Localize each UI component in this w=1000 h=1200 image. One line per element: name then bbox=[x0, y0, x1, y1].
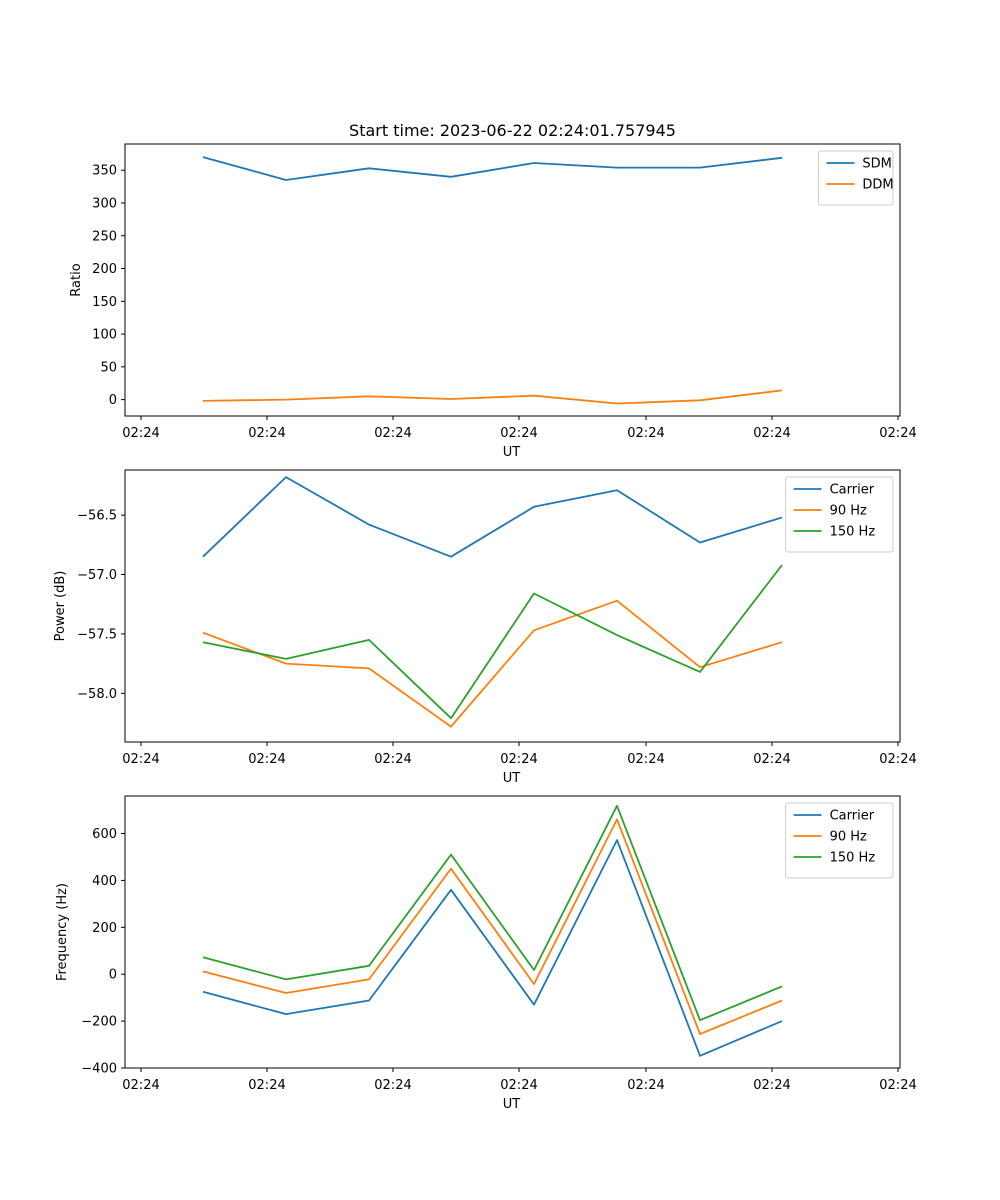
x-tick-label: 02:24 bbox=[753, 1078, 790, 1093]
legend: Carrier 90 Hz 150 Hz bbox=[785, 476, 894, 553]
x-axis-label: UT bbox=[503, 771, 521, 786]
x-tick-label: 02:24 bbox=[879, 752, 916, 767]
y-tick-label: 100 bbox=[92, 328, 117, 343]
y-tick-label: −58.0 bbox=[77, 687, 117, 702]
x-tick-label: 02:24 bbox=[627, 426, 664, 441]
x-tick-label: 02:24 bbox=[248, 426, 285, 441]
x-tick-label: 02:24 bbox=[248, 752, 285, 767]
y-axis-label: Ratio bbox=[69, 263, 84, 296]
x-tick-label: 02:24 bbox=[627, 1078, 664, 1093]
x-axis-label: UT bbox=[503, 445, 521, 460]
x-tick-label: 02:24 bbox=[500, 752, 537, 767]
plot-frame bbox=[124, 795, 901, 1069]
plot-frame bbox=[124, 143, 901, 417]
legend-label: 150 Hz bbox=[830, 525, 876, 540]
y-tick-label: 350 bbox=[92, 164, 117, 179]
series-line-carrier bbox=[202, 476, 783, 558]
y-tick-label: 150 bbox=[92, 295, 117, 310]
legend-label: 90 Hz bbox=[830, 830, 867, 845]
y-tick-label: 0 bbox=[109, 968, 117, 983]
y-tick-label: 250 bbox=[92, 229, 117, 244]
x-axis-label: UT bbox=[503, 1097, 521, 1112]
legend-label: 150 Hz bbox=[830, 851, 876, 866]
legend-label: SDM bbox=[862, 157, 891, 172]
x-tick-label: 02:24 bbox=[753, 426, 790, 441]
subplot-3: 02:24 02:24 02:24 02:24 02:24 02:24 02:24 UT −40… bbox=[55, 795, 917, 1112]
x-axis: 02:24 02:24 02:24 02:24 02:24 02:24 02:24 bbox=[122, 416, 917, 441]
y-tick-label: 400 bbox=[92, 874, 117, 889]
y-axis-label: Frequency (Hz) bbox=[55, 883, 70, 981]
legend-box bbox=[817, 150, 894, 206]
x-tick-label: 02:24 bbox=[122, 1078, 159, 1093]
legend-label: 90 Hz bbox=[830, 504, 867, 519]
x-axis: 02:24 02:24 02:24 02:24 02:24 02:24 02:24 bbox=[122, 1068, 917, 1093]
y-axis: −400 −200 0 200 400 600 bbox=[81, 827, 125, 1077]
legend-label: Carrier bbox=[830, 809, 875, 824]
x-tick-label: 02:24 bbox=[753, 752, 790, 767]
y-tick-label: −200 bbox=[81, 1015, 117, 1030]
y-axis: −58.0 −57.5 −57.0 −56.5 bbox=[77, 509, 125, 702]
y-axis-label: Power (dB) bbox=[53, 571, 68, 642]
x-axis: 02:24 02:24 02:24 02:24 02:24 02:24 02:24 bbox=[122, 742, 917, 767]
y-tick-label: 200 bbox=[92, 262, 117, 277]
x-tick-label: 02:24 bbox=[122, 752, 159, 767]
x-tick-label: 02:24 bbox=[500, 1078, 537, 1093]
chart-title: Start time: 2023-06-22 02:24:01.757945 bbox=[349, 121, 676, 140]
x-tick-label: 02:24 bbox=[627, 752, 664, 767]
x-tick-label: 02:24 bbox=[248, 1078, 285, 1093]
series-line-ddm bbox=[202, 389, 783, 405]
y-tick-label: 50 bbox=[100, 360, 117, 375]
legend-box bbox=[785, 802, 894, 879]
legend-label: DDM bbox=[862, 178, 893, 193]
subplot-2: 02:24 02:24 02:24 02:24 02:24 02:24 02:24 UT −58… bbox=[53, 469, 917, 786]
x-tick-label: 02:24 bbox=[122, 426, 159, 441]
series-line-90-hz bbox=[202, 818, 783, 1035]
y-tick-label: 200 bbox=[92, 921, 117, 936]
y-tick-label: 600 bbox=[92, 827, 117, 842]
series-line-150-hz bbox=[202, 564, 783, 720]
legend: Carrier 90 Hz 150 Hz bbox=[785, 802, 894, 879]
y-tick-label: 300 bbox=[92, 196, 117, 211]
x-tick-label: 02:24 bbox=[374, 1078, 411, 1093]
subplot-1: Start time: 2023-06-22 02:24:01.75794502… bbox=[69, 121, 917, 460]
y-tick-label: 0 bbox=[109, 393, 117, 408]
series-line-90-hz bbox=[202, 599, 783, 728]
y-axis: 0 50 100 150 200 250 300 350 bbox=[92, 164, 125, 408]
legend-label: Carrier bbox=[830, 483, 875, 498]
series-line-carrier bbox=[202, 839, 783, 1057]
y-tick-label: −57.0 bbox=[77, 568, 117, 583]
legend: SDM DDM bbox=[817, 150, 894, 206]
y-tick-label: −57.5 bbox=[77, 627, 117, 642]
y-tick-label: −56.5 bbox=[77, 509, 117, 524]
legend-box bbox=[785, 476, 894, 553]
x-tick-label: 02:24 bbox=[879, 426, 916, 441]
series-line-150-hz bbox=[202, 804, 783, 1022]
x-tick-label: 02:24 bbox=[500, 426, 537, 441]
x-tick-label: 02:24 bbox=[374, 426, 411, 441]
x-tick-label: 02:24 bbox=[879, 1078, 916, 1093]
y-tick-label: −400 bbox=[81, 1062, 117, 1077]
plot-frame bbox=[124, 469, 901, 743]
x-tick-label: 02:24 bbox=[374, 752, 411, 767]
series-line-sdm bbox=[202, 156, 783, 181]
